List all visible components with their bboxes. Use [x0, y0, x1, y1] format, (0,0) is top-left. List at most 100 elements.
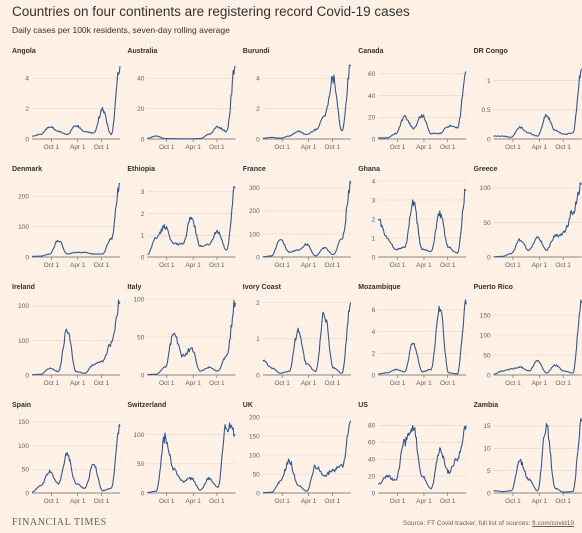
y-tick-label: 40: [368, 93, 376, 100]
x-tick-label: Oct 1: [325, 498, 341, 505]
x-tick-label: Oct 1: [555, 144, 571, 151]
chart-title: Denmark: [12, 166, 42, 173]
y-tick-label: 0: [25, 254, 29, 261]
x-tick-label: Oct 1: [440, 380, 456, 387]
y-tick-label: 50: [483, 220, 491, 227]
page-subtitle: Daily cases per 100k residents, seven-da…: [12, 25, 230, 35]
x-tick-label: Oct 1: [209, 144, 225, 151]
y-tick-label: 0: [372, 254, 376, 261]
x-tick-label: Apr 1: [70, 262, 86, 269]
chart-uk: UK 0 50 100 150 200 Oct 1 Apr 1 Oct 1: [243, 402, 352, 505]
chart-title: Australia: [127, 48, 157, 55]
source-link[interactable]: ft.com/covid19: [532, 520, 574, 527]
x-tick-label: Oct 1: [505, 380, 521, 387]
x-tick-label: Oct 1: [505, 262, 521, 269]
y-tick-label: 1: [487, 78, 491, 85]
chart-puerto-rico: Puerto Rico 0 50 100 150 Oct 1 Apr 1 Oct 1: [474, 284, 582, 387]
y-tick-label: 10: [483, 446, 491, 453]
y-tick-label: 50: [253, 471, 261, 478]
x-tick-label: Oct 1: [274, 262, 290, 269]
y-tick-label: 4: [372, 329, 376, 336]
y-tick-label: 3: [372, 197, 376, 204]
chart-title: UK: [243, 402, 253, 409]
x-tick-label: Oct 1: [555, 498, 571, 505]
y-tick-label: 20: [368, 115, 376, 122]
y-tick-label: 2: [372, 351, 376, 358]
y-tick-label: 0: [141, 136, 145, 143]
series-line: [31, 182, 121, 257]
x-tick-label: Oct 1: [390, 498, 406, 505]
y-tick-label: 0: [372, 136, 376, 143]
y-tick-label: 1: [256, 336, 260, 343]
series-line: [147, 65, 236, 140]
chart-title: Angola: [12, 48, 36, 55]
chart-title: Switzerland: [127, 402, 166, 409]
y-tick-label: 100: [249, 231, 260, 238]
y-tick-label: 0: [25, 490, 29, 497]
x-tick-label: Oct 1: [44, 144, 60, 151]
y-tick-label: 2: [141, 211, 145, 218]
y-tick-label: 200: [18, 303, 29, 310]
chart-title: DR Congo: [474, 48, 508, 55]
series-line: [377, 188, 467, 254]
chart-canada: Canada 0 20 40 60 Oct 1 Apr 1 Oct 1: [358, 48, 467, 151]
series-line: [493, 68, 582, 138]
x-tick-label: Oct 1: [274, 144, 290, 151]
x-tick-label: Apr 1: [532, 380, 548, 387]
x-tick-label: Oct 1: [505, 498, 521, 505]
series-line: [31, 65, 121, 137]
chart-title: Greece: [474, 166, 498, 173]
x-tick-label: Oct 1: [209, 262, 225, 269]
y-tick-label: 2: [372, 216, 376, 223]
y-tick-label: 60: [368, 440, 376, 447]
y-tick-label: 100: [480, 332, 491, 339]
x-tick-label: Oct 1: [325, 262, 341, 269]
chart-mozambique: Mozambique 0 2 4 6 Oct 1 Apr 1 Oct 1: [358, 284, 467, 387]
chart-title: Ghana: [358, 166, 380, 173]
x-tick-label: Oct 1: [44, 262, 60, 269]
x-tick-label: Oct 1: [325, 144, 341, 151]
y-tick-label: 15: [483, 423, 491, 430]
y-tick-label: 200: [18, 194, 29, 201]
chart-italy: Italy 0 50 100 Oct 1 Apr 1 Oct 1: [127, 284, 236, 387]
chart-angola: Angola 0 2 4 Oct 1 Apr 1 Oct 1: [12, 48, 121, 151]
chart-title: Spain: [12, 402, 31, 409]
y-tick-label: 0.5: [482, 107, 491, 114]
y-tick-label: 6: [372, 307, 376, 314]
y-tick-label: 0: [25, 372, 29, 379]
x-tick-label: Oct 1: [440, 498, 456, 505]
y-tick-label: 5: [487, 468, 491, 475]
y-tick-label: 0: [487, 372, 491, 379]
y-tick-label: 200: [249, 208, 260, 215]
x-tick-label: Apr 1: [301, 144, 317, 151]
x-tick-label: Oct 1: [505, 144, 521, 151]
chart-ivory-coast: Ivory Coast 0 1 2 Oct 1 Apr 1 Oct 1: [243, 284, 352, 387]
chart-ethiopia: Ethiopia 0 1 2 3 Oct 1 Apr 1 Oct 1: [127, 166, 236, 269]
x-tick-label: Oct 1: [390, 380, 406, 387]
chart-title: US: [358, 402, 368, 409]
y-tick-label: 0: [256, 254, 260, 261]
x-tick-label: Oct 1: [440, 144, 456, 151]
y-tick-label: 200: [249, 414, 260, 421]
chart-title: Ivory Coast: [243, 284, 282, 291]
chart-burundi: Burundi 0 2 4 Oct 1 Apr 1 Oct 1: [243, 48, 352, 151]
chart-spain: Spain 0 50 100 150 Oct 1 Apr 1 Oct 1: [12, 402, 121, 505]
x-tick-label: Apr 1: [185, 144, 201, 151]
y-tick-label: 4: [256, 76, 260, 83]
x-tick-label: Oct 1: [209, 380, 225, 387]
chart-title: France: [243, 166, 266, 173]
x-tick-label: Oct 1: [555, 380, 571, 387]
y-tick-label: 50: [483, 352, 491, 359]
x-tick-label: Apr 1: [532, 498, 548, 505]
x-tick-label: Apr 1: [185, 380, 201, 387]
chart-title: Zambia: [474, 402, 499, 409]
x-tick-label: Oct 1: [440, 262, 456, 269]
x-tick-label: Apr 1: [416, 380, 432, 387]
chart-title: Ireland: [12, 284, 35, 291]
x-tick-label: Oct 1: [94, 144, 110, 151]
x-tick-label: Oct 1: [44, 380, 60, 387]
series-line: [493, 418, 582, 493]
series-line: [493, 299, 582, 375]
y-tick-label: 100: [480, 185, 491, 192]
